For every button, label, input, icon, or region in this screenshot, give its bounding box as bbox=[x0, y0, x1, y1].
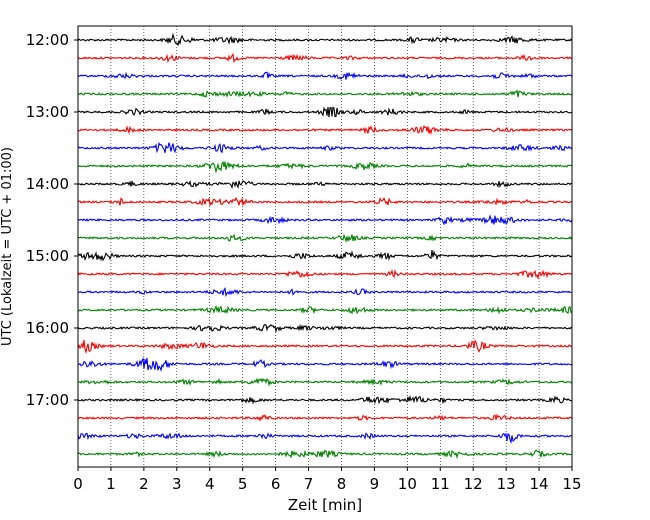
x-tick-label: 3 bbox=[172, 475, 182, 493]
x-tick-label: 5 bbox=[238, 475, 248, 493]
x-tick-label: 6 bbox=[271, 475, 281, 493]
trace-1745 bbox=[77, 449, 573, 460]
x-tick-label: 2 bbox=[139, 475, 149, 493]
seismic-traces bbox=[77, 32, 573, 460]
x-tick-label: 0 bbox=[73, 475, 83, 493]
trace-1500 bbox=[77, 249, 573, 262]
trace-1715 bbox=[77, 413, 573, 422]
x-tick-label: 13 bbox=[497, 475, 516, 493]
trace-1400 bbox=[77, 179, 573, 190]
trace-1545 bbox=[77, 304, 573, 315]
y-axis: 12:00 13:00 14:00 15:00 16:00 17:00 bbox=[26, 31, 78, 409]
x-axis-label: Zeit [min] bbox=[288, 496, 362, 514]
plot-frame bbox=[77, 25, 573, 468]
y-tick-label: 13:00 bbox=[26, 103, 69, 121]
trace-1200 bbox=[77, 32, 573, 47]
trace-1215 bbox=[77, 52, 573, 64]
trace-1230 bbox=[77, 71, 573, 80]
trace-1315 bbox=[77, 124, 573, 136]
x-tick-label: 4 bbox=[205, 475, 215, 493]
trace-1600 bbox=[77, 323, 573, 334]
y-tick-label: 12:00 bbox=[26, 31, 69, 49]
x-tick-label: 12 bbox=[464, 475, 483, 493]
trace-1530 bbox=[77, 287, 573, 298]
x-tick-label: 8 bbox=[337, 475, 347, 493]
y-tick-label: 16:00 bbox=[26, 319, 69, 337]
trace-1300 bbox=[77, 106, 573, 118]
y-axis-label: UTC (Lokalzeit = UTC + 01:00) bbox=[0, 147, 15, 346]
x-tick-label: 14 bbox=[530, 475, 549, 493]
trace-1730 bbox=[77, 432, 573, 445]
x-tick-label: 11 bbox=[431, 475, 450, 493]
trace-1630 bbox=[77, 357, 573, 372]
x-tick-label: 1 bbox=[106, 475, 116, 493]
trace-1615 bbox=[77, 339, 573, 355]
trace-1700 bbox=[77, 394, 573, 405]
trace-1445 bbox=[77, 233, 573, 244]
trace-1345 bbox=[77, 160, 573, 174]
x-tick-label: 9 bbox=[370, 475, 380, 493]
trace-1330 bbox=[77, 141, 573, 154]
trace-1645 bbox=[77, 377, 573, 387]
trace-1245 bbox=[77, 89, 573, 98]
y-tick-label: 17:00 bbox=[26, 391, 69, 409]
x-tick-label: 15 bbox=[562, 475, 581, 493]
x-axis: 0 1 2 3 4 5 6 7 8 9 10 11 12 13 14 15 bbox=[73, 467, 582, 493]
x-tick-label: 10 bbox=[398, 475, 417, 493]
trace-1515 bbox=[77, 268, 573, 280]
y-tick-label: 15:00 bbox=[26, 247, 69, 265]
trace-1430 bbox=[77, 214, 573, 226]
y-tick-label: 14:00 bbox=[26, 175, 69, 193]
x-tick-label: 7 bbox=[304, 475, 314, 493]
trace-1415 bbox=[77, 196, 573, 206]
